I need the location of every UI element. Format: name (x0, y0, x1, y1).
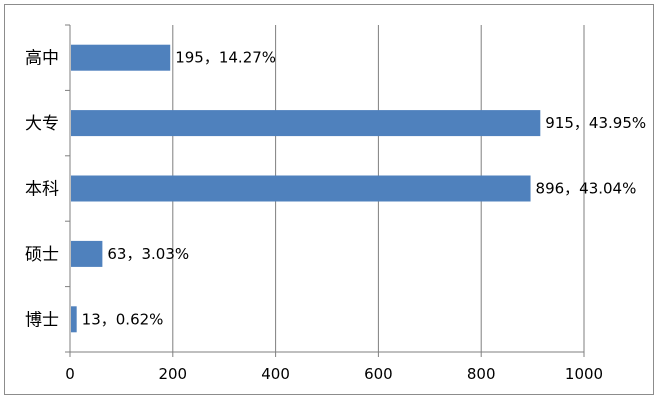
x-tick-label: 0 (65, 365, 75, 383)
bar-3 (71, 175, 531, 202)
data-label: 63，3.03% (107, 245, 189, 263)
x-tick-label: 400 (261, 365, 290, 383)
bar-4 (71, 240, 103, 267)
x-tick-label: 600 (364, 365, 393, 383)
bar-5 (71, 306, 77, 333)
category-label: 大专 (25, 114, 59, 134)
data-label: 195，14.27% (175, 49, 276, 67)
category-label: 本科 (25, 180, 59, 200)
category-label: 硕士 (25, 245, 59, 265)
data-label: 915，43.95% (545, 114, 646, 132)
category-label: 博士 (25, 310, 59, 330)
x-tick-label: 1000 (565, 365, 603, 383)
bar-2 (71, 110, 541, 137)
data-label: 896，43.04% (536, 180, 637, 198)
x-tick-label: 800 (467, 365, 496, 383)
bar-1 (71, 44, 171, 71)
x-tick-label: 200 (158, 365, 187, 383)
category-label: 高中 (25, 49, 59, 69)
data-label: 13，0.62% (82, 310, 164, 328)
